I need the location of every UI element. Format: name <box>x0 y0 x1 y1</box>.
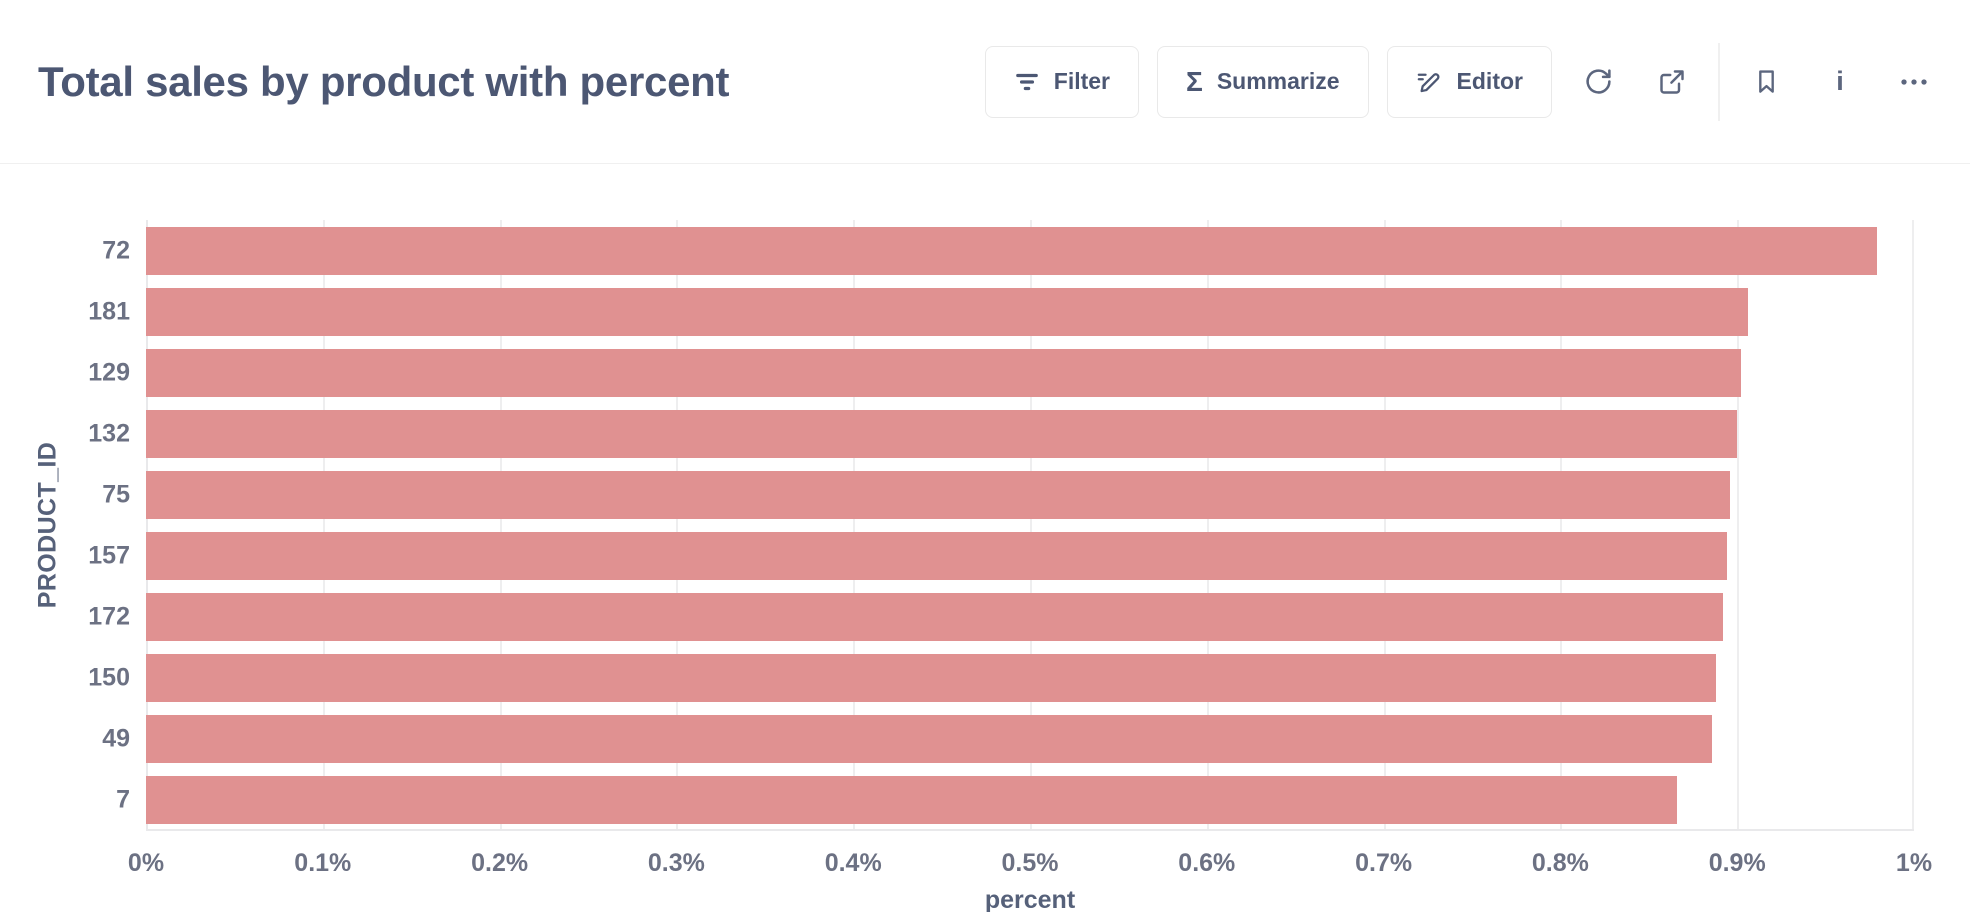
question-header: Total sales by product with percent Filt… <box>0 0 1970 164</box>
info-icon: i <box>1836 66 1844 96</box>
y-tick-label: 129 <box>88 358 130 387</box>
toolbar: Filter Σ Summarize Editor <box>984 42 1942 121</box>
gridline <box>1030 220 1032 829</box>
x-tick-label: 0.1% <box>294 849 352 877</box>
gridline <box>322 220 325 829</box>
x-axis-labels: 0% 0.1% 0.2% 0.3% 0.4% 0.5% 0.6% 0.7% 0.8% 0.9% 1% <box>128 849 1932 881</box>
toolbar-divider <box>1718 42 1720 121</box>
x-axis-title: percent <box>984 886 1076 912</box>
gridline <box>1737 220 1740 829</box>
y-tick-label: 7 <box>116 785 130 814</box>
gridline <box>1383 220 1386 829</box>
refresh-icon <box>1585 69 1611 94</box>
bar-product-150[interactable] <box>146 654 1716 703</box>
share-button[interactable] <box>1644 54 1700 110</box>
gridline <box>499 220 502 829</box>
bar-product-172[interactable] <box>146 593 1724 642</box>
filter-button[interactable]: Filter <box>984 45 1140 118</box>
bar-chart: PRODUCT_ID 72 181 129 132 75 157 172 150 49 7 0% 0… <box>0 164 1970 912</box>
refresh-button[interactable] <box>1570 54 1626 110</box>
y-tick-label: 172 <box>88 602 130 631</box>
bar-product-72[interactable] <box>146 226 1877 275</box>
bar-product-181[interactable] <box>146 287 1748 336</box>
x-tick-label: 0.8% <box>1531 849 1589 877</box>
bookmark-icon <box>1758 70 1774 93</box>
x-tick-label: 0% <box>127 849 165 877</box>
summarize-button[interactable]: Σ Summarize <box>1157 45 1369 118</box>
x-tick-label: 0.5% <box>1001 849 1059 877</box>
y-tick-label: 132 <box>88 419 130 448</box>
filter-icon <box>1014 69 1040 95</box>
bar-product-49[interactable] <box>146 715 1713 764</box>
summarize-button-label: Summarize <box>1216 68 1340 94</box>
x-tick-label: 0.7% <box>1355 849 1413 877</box>
plot-area <box>146 220 1914 831</box>
y-tick-label: 75 <box>102 480 130 509</box>
more-options-button[interactable] <box>1886 54 1942 110</box>
x-tick-label: 0.9% <box>1708 849 1766 877</box>
gridline <box>853 220 856 829</box>
gridline <box>146 220 148 829</box>
editor-button-label: Editor <box>1456 68 1523 94</box>
info-button[interactable]: i <box>1812 54 1868 110</box>
bar-product-75[interactable] <box>146 470 1731 519</box>
pencil-icon <box>1416 68 1443 95</box>
editor-button[interactable]: Editor <box>1386 45 1552 118</box>
ellipsis-icon <box>1901 78 1927 85</box>
y-tick-label: 157 <box>88 541 130 570</box>
gridline <box>676 220 679 829</box>
bar-product-129[interactable] <box>146 348 1741 397</box>
bar-product-7[interactable] <box>146 776 1678 825</box>
x-tick-label: 0.6% <box>1178 849 1236 877</box>
gridline <box>1206 220 1209 829</box>
x-tick-label: 0.2% <box>471 849 529 877</box>
y-tick-label: 49 <box>102 724 130 753</box>
x-tick-label: 1% <box>1895 849 1933 877</box>
bar-product-157[interactable] <box>146 532 1727 581</box>
sigma-icon: Σ <box>1186 65 1203 97</box>
y-tick-label: 150 <box>88 663 130 692</box>
y-axis-labels: 72 181 129 132 75 157 172 150 49 7 <box>0 220 130 831</box>
gridline <box>1560 220 1563 829</box>
x-tick-label: 0.3% <box>647 849 705 877</box>
bar-product-132[interactable] <box>146 409 1738 458</box>
gridline <box>1912 220 1914 829</box>
bookmark-button[interactable] <box>1738 54 1794 110</box>
y-tick-label: 72 <box>102 236 130 265</box>
share-icon <box>1660 69 1684 94</box>
x-tick-label: 0.4% <box>824 849 882 877</box>
y-tick-label: 181 <box>88 297 130 326</box>
filter-button-label: Filter <box>1053 68 1111 94</box>
page-title: Total sales by product with percent <box>38 57 730 105</box>
